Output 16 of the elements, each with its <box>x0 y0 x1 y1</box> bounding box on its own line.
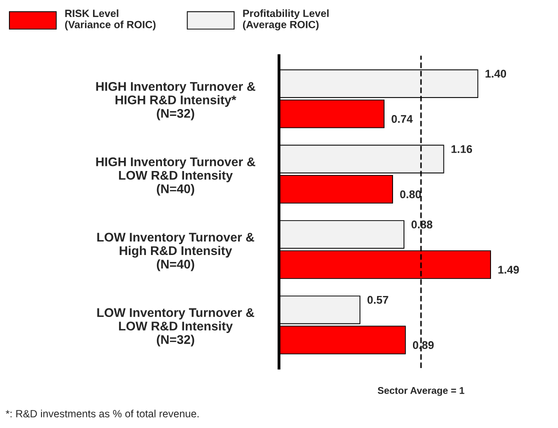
y-tick-label: LOW Inventory Turnover & LOW R&D Intensity (N=32) <box>97 308 254 346</box>
y-tick-label: HIGH Inventory Turnover & LOW R&D Intensity (N=40) <box>96 157 256 196</box>
data-label: 0.89 <box>412 341 434 350</box>
legend-label: RISK Level (Variance of ROIC) <box>65 9 156 30</box>
data-label: 0.88 <box>412 220 432 228</box>
data-label: 1.16 <box>452 145 472 154</box>
legend-label: Profitability Level (Average ROIC) <box>243 9 329 30</box>
data-label: 0.80 <box>400 190 421 198</box>
data-label: 1.40 <box>486 70 506 78</box>
y-tick-label: HIGH Inventory Turnover & HIGH R&D Intensity* (N=32) <box>96 82 256 120</box>
data-label: 1.49 <box>498 266 519 274</box>
y-tick-label: LOW Inventory Turnover & High R&D Intensity (N=40) <box>97 232 254 272</box>
data-label: 0.74 <box>392 115 413 123</box>
text: *: R&D investments as % of total revenue. <box>6 410 199 418</box>
ref-line-label: Sector Average = 1 <box>378 387 464 396</box>
data-label: 0.57 <box>367 296 388 304</box>
